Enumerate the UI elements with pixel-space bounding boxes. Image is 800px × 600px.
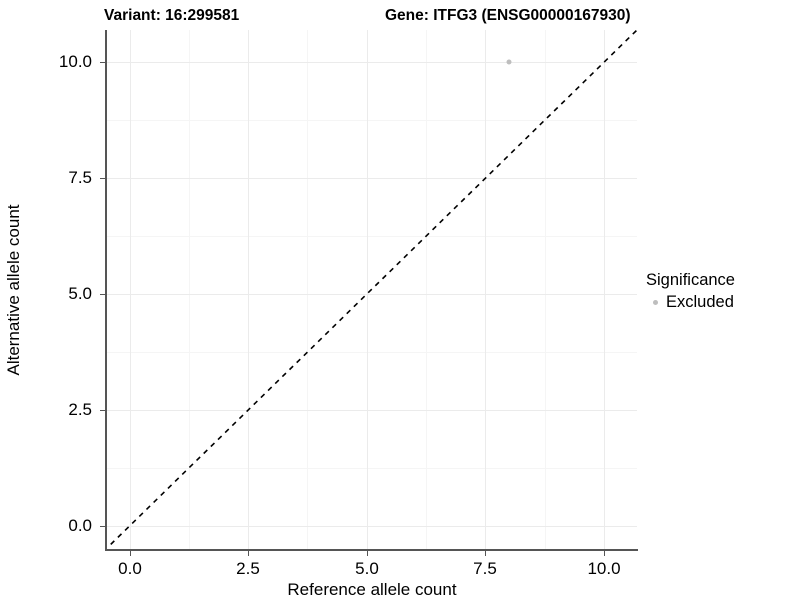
x-tick-label: 5.0 bbox=[355, 559, 379, 578]
legend: Significance Excluded bbox=[646, 270, 796, 312]
gridline-horizontal bbox=[106, 352, 637, 353]
x-tick-mark bbox=[367, 551, 368, 556]
gridline-horizontal bbox=[106, 410, 637, 411]
x-tick-label: 2.5 bbox=[236, 559, 260, 578]
gridline-vertical bbox=[248, 30, 249, 549]
gridline-horizontal bbox=[106, 294, 637, 295]
x-tick-mark bbox=[248, 551, 249, 556]
gridline-vertical bbox=[367, 30, 368, 549]
y-tick-mark bbox=[100, 178, 105, 179]
y-tick-label: 7.5 bbox=[68, 168, 92, 187]
y-tick-mark bbox=[100, 62, 105, 63]
legend-item-label: Excluded bbox=[666, 292, 734, 311]
gene-title: Gene: ITFG3 (ENSG00000167930) bbox=[385, 7, 631, 24]
y-tick-label: 0.0 bbox=[68, 516, 92, 535]
y-tick-mark bbox=[100, 526, 105, 527]
legend-title: Significance bbox=[646, 271, 735, 289]
data-point[interactable] bbox=[506, 59, 512, 65]
x-tick-mark bbox=[604, 551, 605, 556]
gridline-horizontal bbox=[106, 120, 637, 121]
y-axis-label: Alternative allele count bbox=[4, 204, 23, 376]
x-tick-label: 10.0 bbox=[587, 559, 621, 578]
gridline-vertical bbox=[485, 30, 486, 549]
y-tick-mark bbox=[100, 410, 105, 411]
variant-title: Variant: 16:299581 bbox=[104, 7, 240, 24]
y-tick-label: 10.0 bbox=[58, 52, 92, 71]
gridline-vertical bbox=[130, 30, 131, 549]
x-tick-label: 7.5 bbox=[473, 559, 497, 578]
y-tick-label: 2.5 bbox=[68, 400, 92, 419]
gridline-horizontal bbox=[106, 468, 637, 469]
legend-items: Excluded bbox=[646, 292, 796, 312]
gridline-horizontal bbox=[106, 236, 637, 237]
x-axis-line bbox=[105, 549, 638, 551]
gridline-vertical bbox=[189, 30, 190, 549]
legend-swatch bbox=[652, 299, 658, 305]
identity-reference-line bbox=[110, 29, 638, 545]
gridline-horizontal bbox=[106, 526, 637, 527]
reference-line-layer bbox=[110, 29, 638, 545]
x-tick-mark bbox=[485, 551, 486, 556]
y-axis-line bbox=[105, 30, 107, 551]
gridline-horizontal bbox=[106, 178, 637, 179]
x-tick-mark bbox=[130, 551, 131, 556]
gridline-vertical bbox=[604, 30, 605, 549]
x-tick-label: 0.0 bbox=[118, 559, 142, 578]
x-axis-label: Reference allele count bbox=[287, 580, 457, 599]
plot-panel bbox=[106, 29, 638, 549]
gridline-vertical bbox=[426, 30, 427, 549]
y-tick-label: 5.0 bbox=[68, 284, 92, 303]
gridline-vertical bbox=[545, 30, 546, 549]
y-tick-mark bbox=[100, 294, 105, 295]
gridline-horizontal bbox=[106, 62, 637, 63]
legend-item[interactable]: Excluded bbox=[646, 292, 796, 312]
point-marker-icon bbox=[646, 299, 664, 305]
gridline-vertical bbox=[307, 30, 308, 549]
